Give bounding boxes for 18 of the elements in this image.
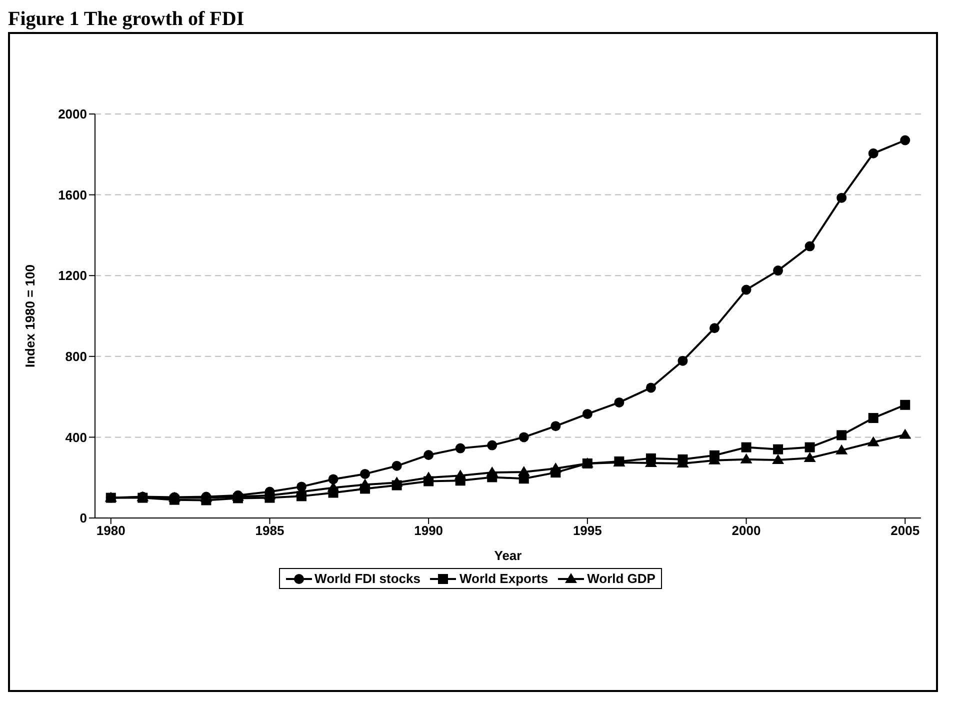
x-tick-label: 2005 [890, 523, 920, 538]
y-tick-label: 1200 [58, 268, 87, 284]
chart-title: Figure 1 The growth of FDI [8, 8, 246, 32]
x-tick-label: 1995 [572, 523, 602, 538]
x-tick-label: 1985 [255, 523, 284, 538]
legend-label: World Exports [458, 571, 548, 586]
y-axis-title: Index 1980 = 100 [22, 264, 38, 368]
legend-label: World FDI stocks [314, 571, 420, 586]
y-tick-label: 2000 [58, 106, 87, 122]
x-tick-label: 2000 [732, 523, 761, 538]
x-axis-title: Year [494, 548, 522, 563]
x-tick-label: 1980 [96, 523, 126, 538]
y-tick-label: 400 [65, 430, 87, 445]
legend-label: World GDP [586, 571, 656, 586]
x-tick-label: 1990 [414, 523, 444, 538]
y-tick-label: 0 [80, 510, 87, 526]
y-tick-label: 800 [65, 349, 87, 364]
y-tick-label: 1600 [58, 187, 87, 202]
